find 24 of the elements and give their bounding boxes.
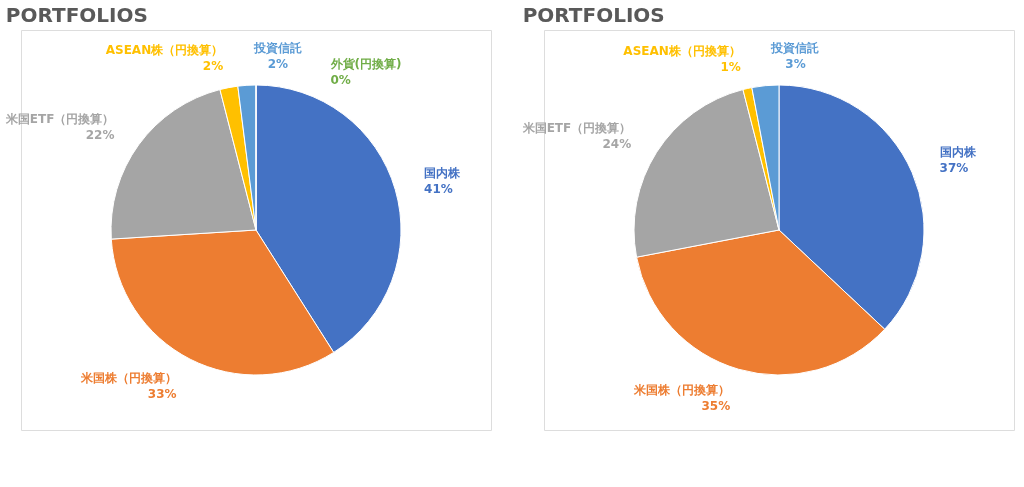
data-label: 3%	[785, 56, 806, 71]
data-label: 2%	[202, 59, 224, 74]
slice-label: 投資信託	[252, 41, 302, 56]
slice-label: 米国ETF（円換算）	[521, 121, 632, 136]
text: 0%	[330, 72, 351, 87]
slice-label: ASEAN株（円換算）	[623, 44, 741, 59]
slice-label: 米国ETF（円換算）	[4, 112, 115, 127]
data-label: 24%	[602, 137, 632, 152]
slice-label: 投資信託	[770, 40, 820, 55]
slice-label: 国内株	[424, 166, 462, 181]
data-label: 22%	[85, 128, 115, 143]
data-label: 37%	[939, 161, 969, 176]
chart-title: PORTFOLIOS	[522, 3, 665, 27]
data-label: 33%	[147, 386, 177, 401]
slice-label: 米国株（円換算）	[633, 383, 731, 398]
slice-label: 米国株（円換算）	[79, 370, 177, 385]
data-label: 1%	[720, 60, 741, 75]
data-label: 35%	[701, 399, 731, 414]
category-label: 外貨(円換算)	[330, 56, 402, 71]
data-label: 41%	[424, 182, 453, 197]
chart-title: PORTFOLIOS	[5, 3, 148, 27]
data-label: 2%	[267, 57, 289, 72]
slice-label: 国内株	[939, 145, 977, 160]
slice-label: ASEAN株（円換算）	[105, 43, 224, 58]
